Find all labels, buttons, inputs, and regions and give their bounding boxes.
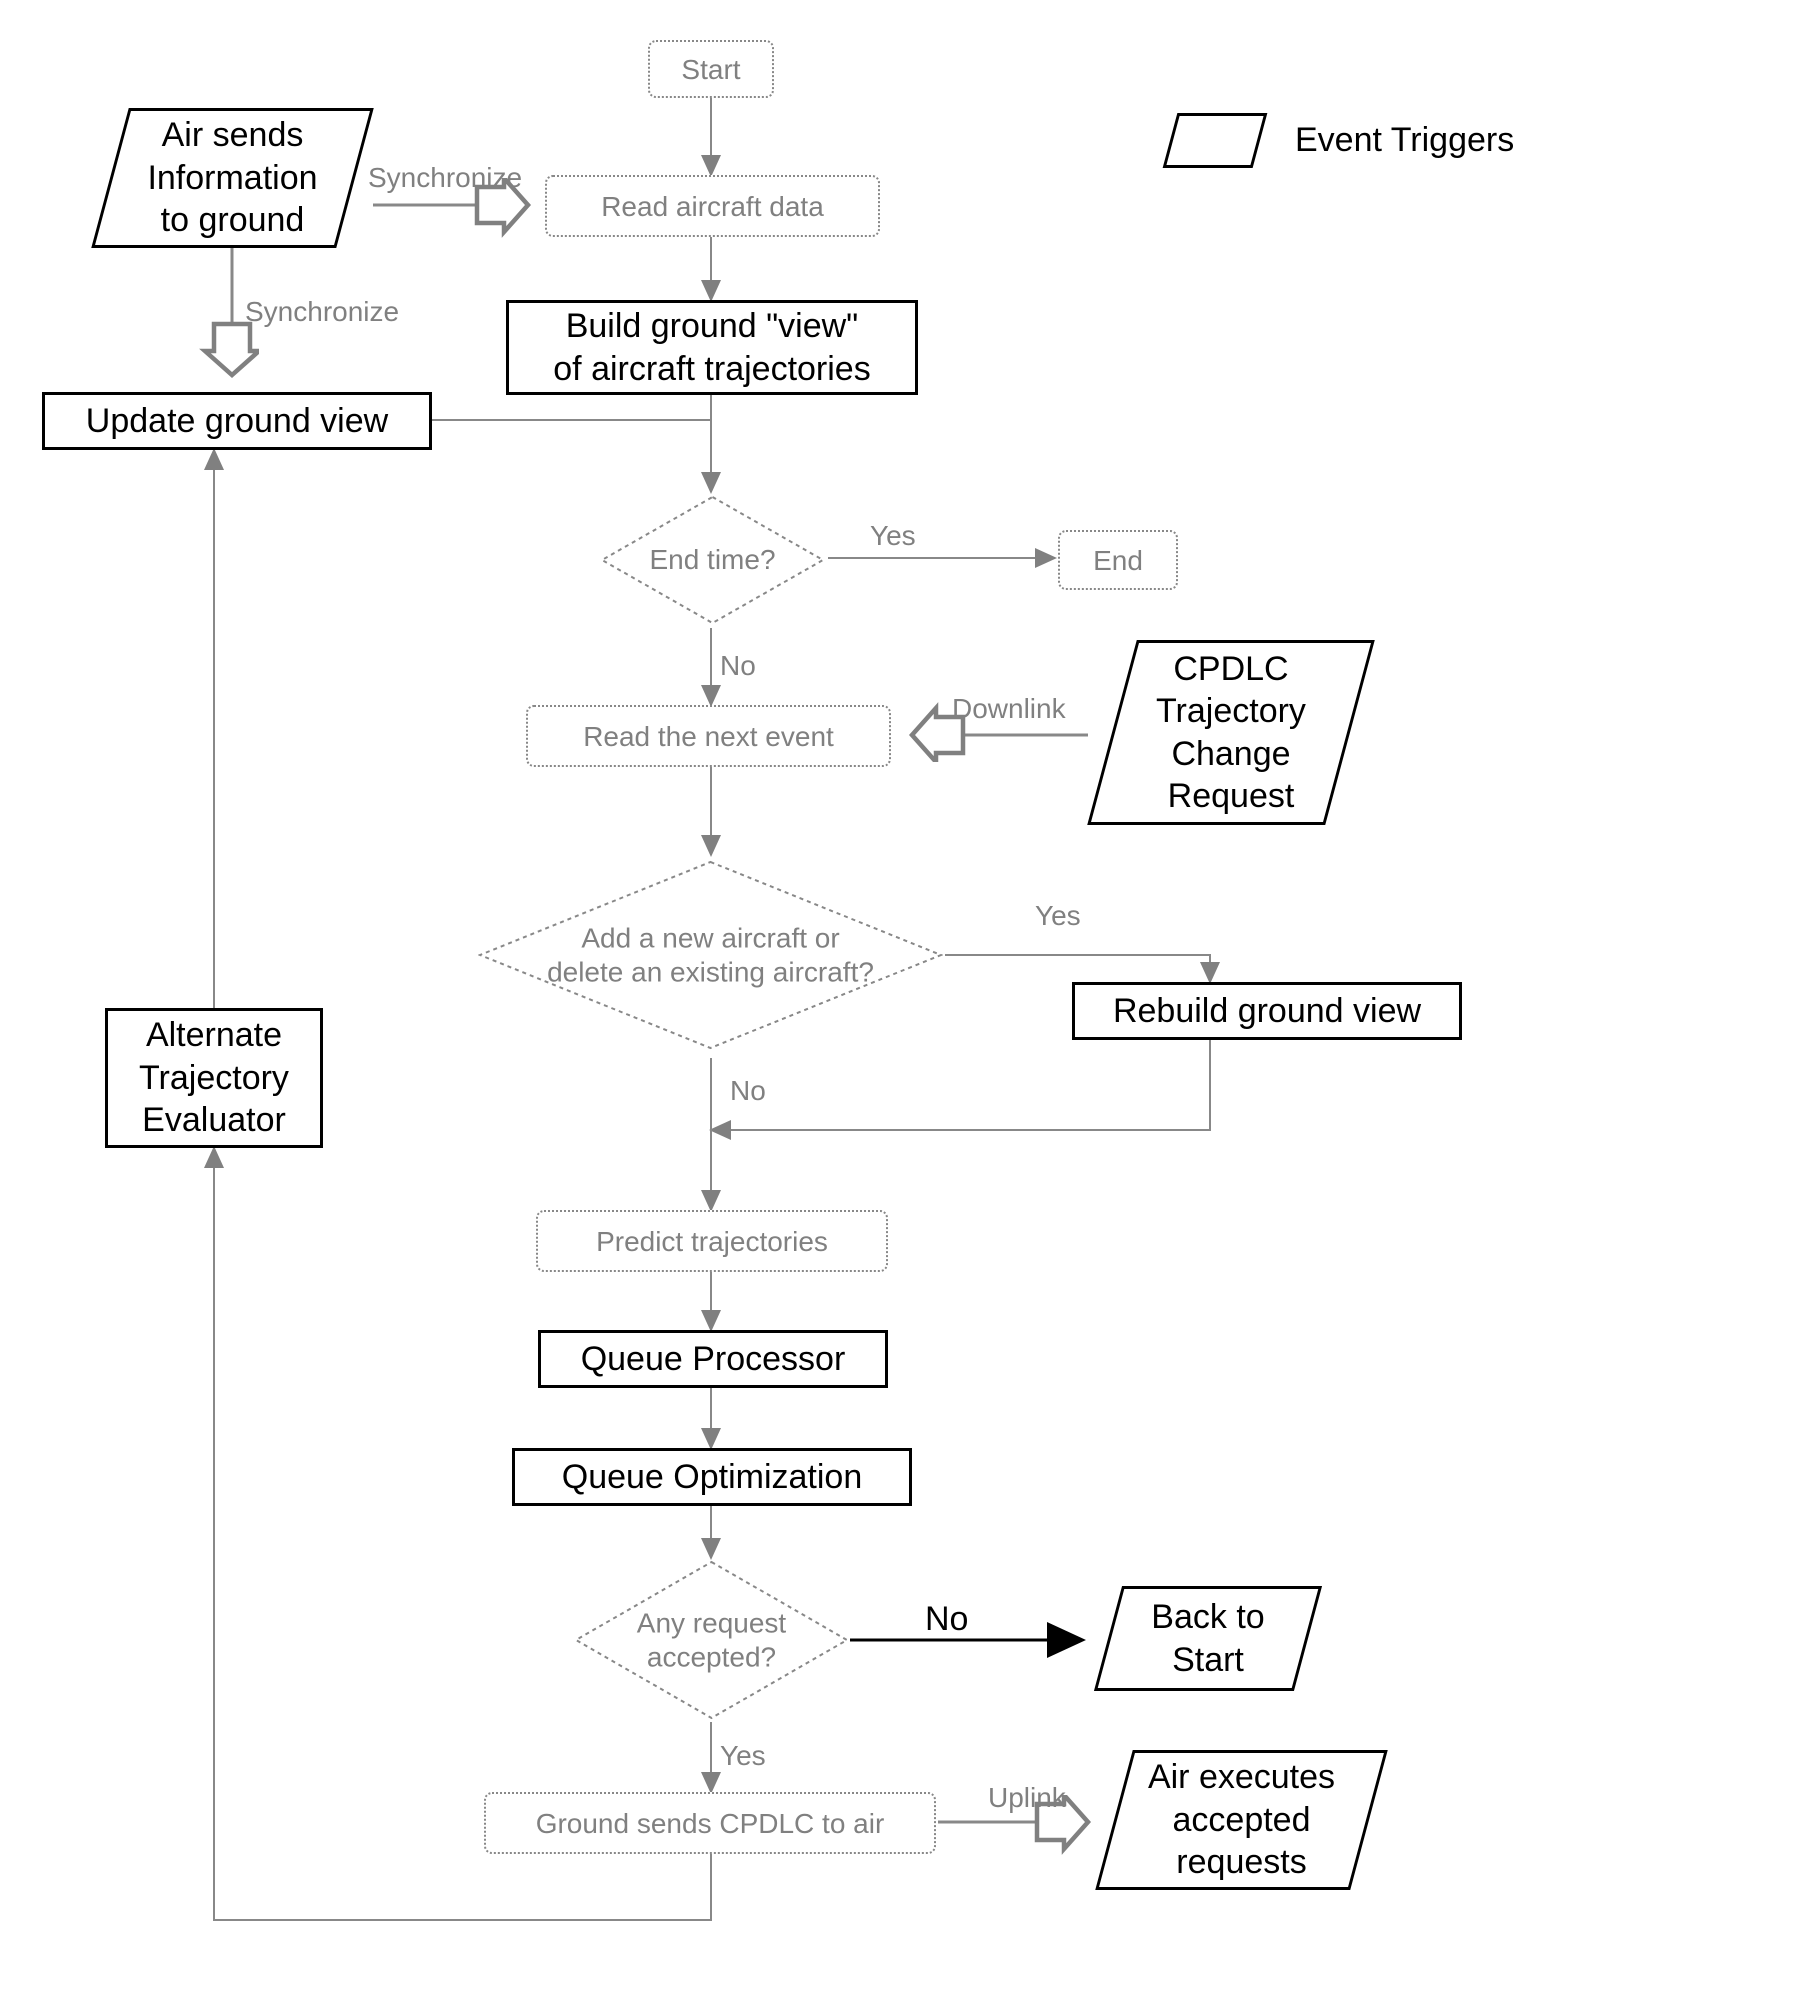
node-text: Add a new aircraft or delete an existing… <box>501 921 920 988</box>
node-text: Start <box>681 52 740 87</box>
node-predict: Predict trajectories <box>536 1210 888 1272</box>
node-text: Read the next event <box>583 719 834 754</box>
edge-label-no3: No <box>925 1600 968 1639</box>
node-any_req: Any request accepted? <box>574 1560 849 1720</box>
edge-label-yes1: Yes <box>870 520 916 552</box>
node-update_ground: Update ground view <box>42 392 432 450</box>
node-text: Ground sends CPDLC to air <box>536 1806 885 1841</box>
node-text: Build ground "view" of aircraft trajecto… <box>553 305 870 390</box>
node-add_del: Add a new aircraft or delete an existing… <box>478 860 943 1050</box>
node-text: Any request accepted? <box>588 1606 836 1673</box>
node-text: Read aircraft data <box>601 189 824 224</box>
node-text: Air sends Information to ground <box>147 114 317 242</box>
node-text: Queue Optimization <box>562 1456 863 1499</box>
node-text: Rebuild ground view <box>1113 990 1421 1033</box>
node-read_aircraft: Read aircraft data <box>545 175 880 237</box>
edge-label-downlink: Downlink <box>952 693 1066 725</box>
node-end: End <box>1058 530 1178 590</box>
node-text: Back to Start <box>1151 1596 1264 1681</box>
node-end_time: End time? <box>600 495 825 625</box>
node-text: End time? <box>611 543 814 577</box>
edge-label-no1: No <box>720 650 756 682</box>
node-air_sends: Air sends Information to ground <box>91 108 374 248</box>
node-text: Update ground view <box>86 400 388 443</box>
edge-label-uplink: Uplink <box>988 1782 1066 1814</box>
node-text: Predict trajectories <box>596 1224 828 1259</box>
edge-label-no2: No <box>730 1075 766 1107</box>
node-ground_sends: Ground sends CPDLC to air <box>484 1792 936 1854</box>
node-build_ground: Build ground "view" of aircraft trajecto… <box>506 300 918 395</box>
node-read_next: Read the next event <box>526 705 891 767</box>
node-back_start: Back to Start <box>1094 1586 1322 1691</box>
node-start: Start <box>648 40 774 98</box>
node-text: CPDLC Trajectory Change Request <box>1156 648 1306 818</box>
legend: Event Triggers <box>1170 110 1640 170</box>
node-text: Queue Processor <box>581 1338 846 1381</box>
edge-label-sync1: Synchronize <box>368 162 522 194</box>
node-queue_proc: Queue Processor <box>538 1330 888 1388</box>
edge-label-yes3: Yes <box>720 1740 766 1772</box>
node-text: Alternate Trajectory Evaluator <box>139 1014 289 1142</box>
node-cpdlc: CPDLC Trajectory Change Request <box>1087 640 1375 825</box>
node-alt_traj: Alternate Trajectory Evaluator <box>105 1008 323 1148</box>
edge-label-yes2: Yes <box>1035 900 1081 932</box>
node-text: End <box>1093 543 1143 578</box>
edge-label-sync2: Synchronize <box>245 296 399 328</box>
legend-label: Event Triggers <box>1295 119 1514 162</box>
node-rebuild: Rebuild ground view <box>1072 982 1462 1040</box>
node-air_executes: Air executes accepted requests <box>1095 1750 1388 1890</box>
edge-11 <box>711 1040 1210 1130</box>
node-text: Air executes accepted requests <box>1148 1756 1335 1884</box>
edge-10 <box>945 955 1210 982</box>
node-queue_opt: Queue Optimization <box>512 1448 912 1506</box>
